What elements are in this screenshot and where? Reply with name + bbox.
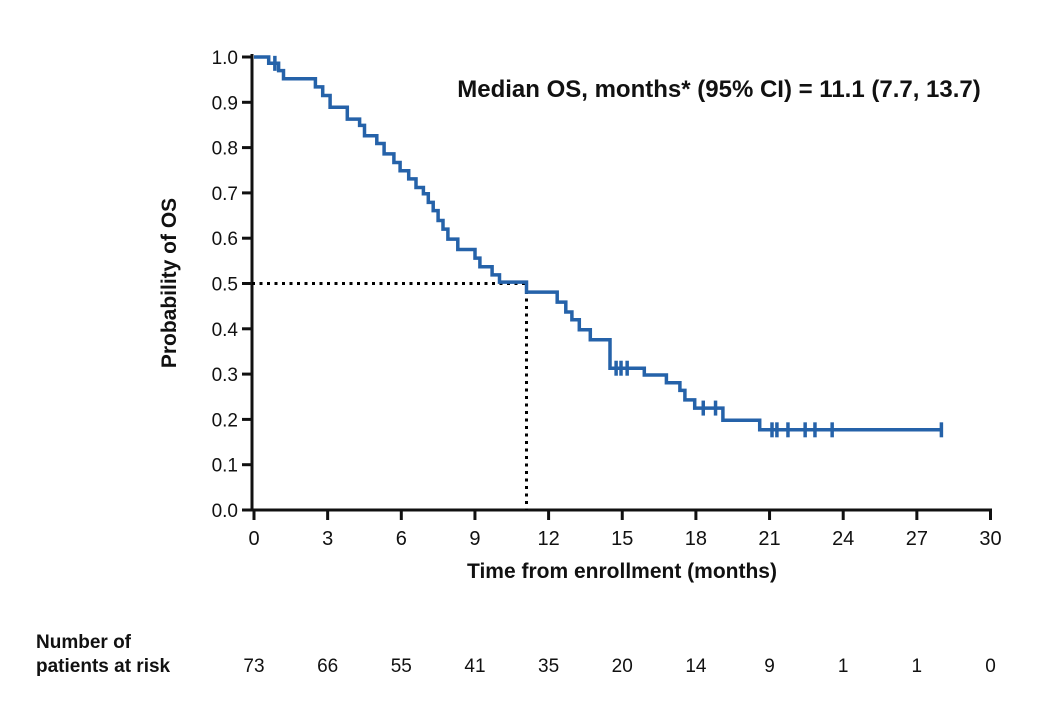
- y-tick-label: 0.0: [212, 501, 238, 522]
- x-tick-label: 27: [906, 528, 928, 550]
- x-tick-label: 12: [537, 528, 559, 550]
- y-tick-label: 0.8: [212, 139, 238, 160]
- survival-curve: [254, 55, 942, 432]
- y-tick-label: 0.1: [212, 456, 238, 477]
- x-tick-label: 0: [248, 528, 259, 550]
- risk-count: 35: [538, 656, 559, 677]
- y-tick-label: 0.2: [212, 410, 238, 431]
- x-tick-label: 24: [832, 528, 854, 550]
- risk-count: 66: [317, 656, 338, 677]
- risk-count: 41: [464, 656, 485, 677]
- x-tick-label: 21: [758, 528, 780, 550]
- x-tick-label: 9: [469, 528, 480, 550]
- x-tick-label: 6: [396, 528, 407, 550]
- y-tick-label: 0.6: [212, 229, 238, 250]
- risk-count: 1: [838, 656, 849, 677]
- x-axis-label: Time from enrollment (months): [467, 560, 777, 583]
- axes: [250, 54, 992, 512]
- censor-marks: [273, 55, 944, 438]
- x-tick-label: 30: [979, 528, 1001, 550]
- risk-count: 73: [243, 656, 264, 677]
- risk-count: 0: [985, 656, 996, 677]
- y-tick-label: 1.0: [212, 48, 238, 69]
- median-os-annotation: Median OS, months* (95% CI) = 11.1 (7.7,…: [457, 76, 981, 103]
- y-tick-label: 0.9: [212, 93, 238, 114]
- axis-lines: [250, 54, 992, 512]
- risk-table-label-line2: patients at risk: [36, 656, 171, 677]
- risk-table-label-line1: Number of: [36, 632, 132, 653]
- risk-count: 9: [764, 656, 775, 677]
- risk-count: 1: [912, 656, 923, 677]
- risk-count: 55: [391, 656, 412, 677]
- x-tick-label: 18: [685, 528, 707, 550]
- median-dotted-line: [252, 282, 529, 510]
- risk-count: 20: [612, 656, 633, 677]
- y-axis-ticks: 0.0 0.1 0.2 0.3 0.4 0.5 0.6 0.7 0.8 0.9 1.0: [212, 48, 252, 522]
- risk-table-values: 73 66 55 41 35 20 14 9 1 1 0: [243, 656, 995, 677]
- x-tick-label: 15: [611, 528, 633, 550]
- km-curve-path: [254, 55, 942, 432]
- x-axis-ticks: 0 3 6 9 12 15 18 21 24 27 30: [248, 510, 1002, 550]
- risk-count: 14: [685, 656, 707, 677]
- y-axis-label: Probability of OS: [158, 198, 181, 368]
- median-reference-lines: [252, 282, 529, 510]
- y-tick-label: 0.4: [212, 320, 239, 341]
- y-tick-label: 0.5: [212, 275, 238, 296]
- y-tick-label: 0.7: [212, 184, 238, 205]
- y-tick-label: 0.3: [212, 365, 238, 386]
- x-tick-label: 3: [322, 528, 333, 550]
